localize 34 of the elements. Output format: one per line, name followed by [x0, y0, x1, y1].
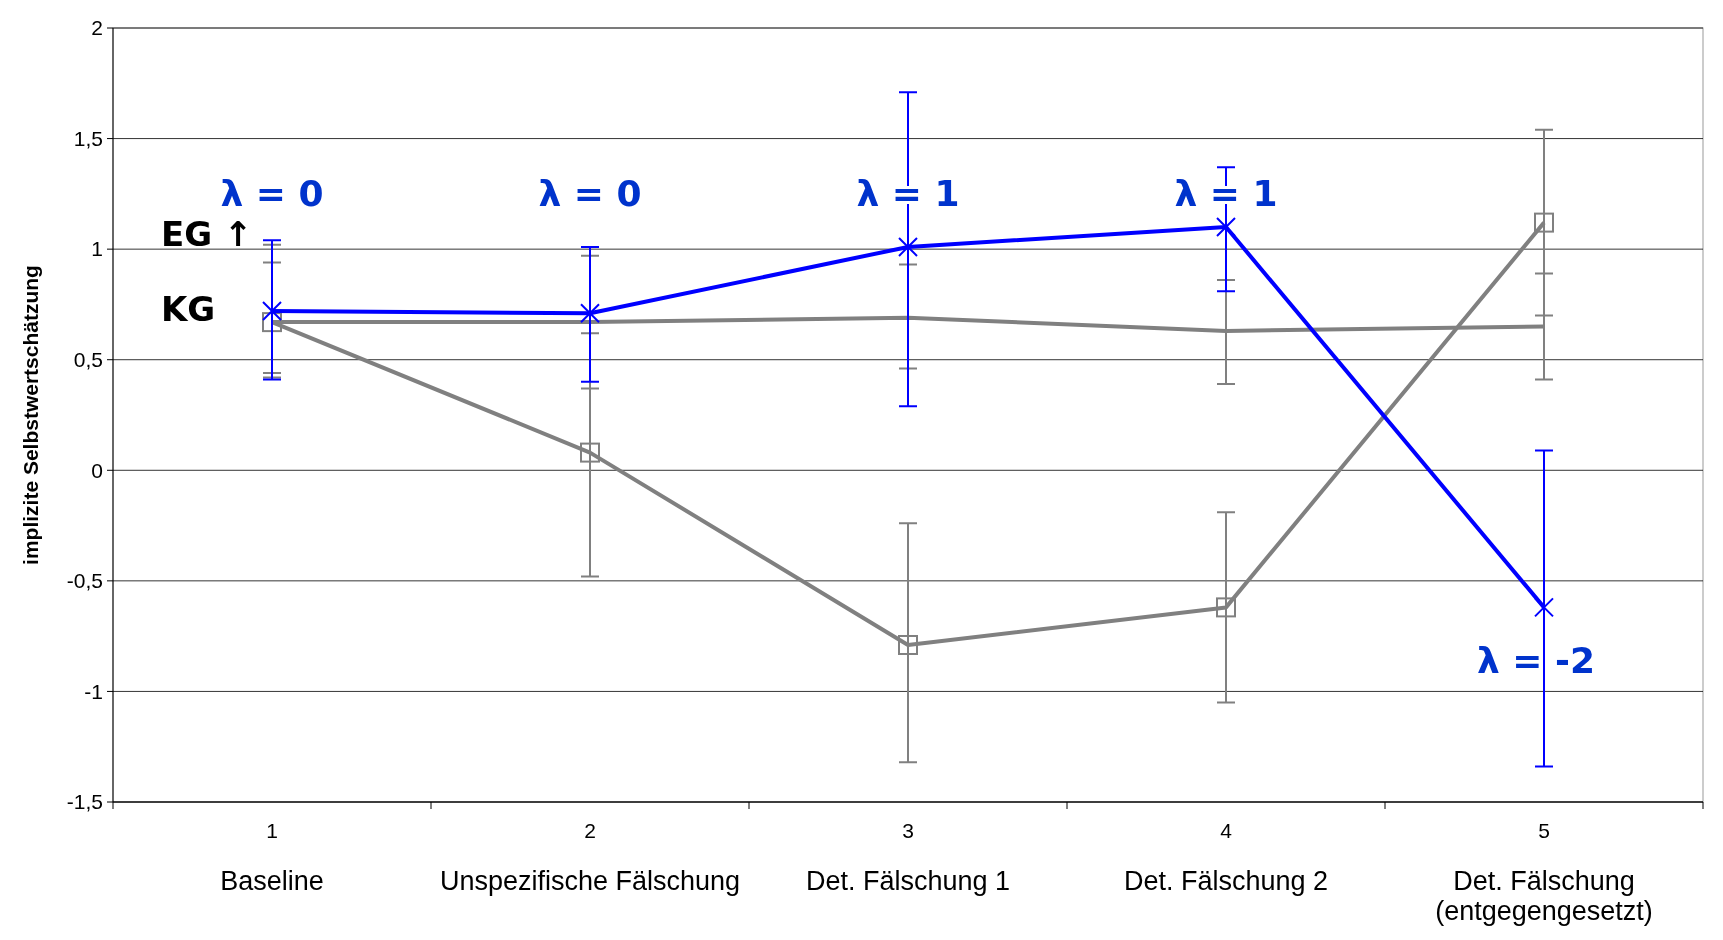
point: [262, 301, 282, 322]
point: [1216, 597, 1236, 618]
y-tick-label: -1: [84, 679, 103, 703]
y-tick-label: 0: [91, 458, 103, 482]
annotation: EG ↑: [161, 213, 253, 254]
annotation: λ = 0: [220, 173, 324, 215]
point: [580, 442, 600, 463]
y-tick-label: 1: [91, 237, 103, 261]
text: Unspezifische Fälschung: [439, 866, 741, 896]
x-tick-label: 4: [1220, 819, 1233, 842]
text: Baseline: [220, 866, 324, 896]
x-tick-label: 2: [584, 819, 596, 842]
x-tick-label: 3: [902, 819, 914, 842]
text: Det. Fälschung 1: [805, 866, 1011, 896]
point: [898, 236, 918, 257]
x-tick-label: 1: [266, 819, 278, 842]
point: [1534, 597, 1554, 618]
y-tick-label: 2: [91, 16, 103, 40]
y-tick-label: -0,5: [66, 569, 103, 593]
y-axis-title: implizite Selbstwertschätzung: [19, 265, 42, 565]
point: [1216, 217, 1236, 238]
y-tick-label: -1,5: [66, 790, 103, 814]
point: [262, 312, 282, 333]
point: [580, 303, 600, 324]
annotation: KG: [161, 288, 216, 329]
x-tick-label: 5: [1538, 819, 1550, 842]
point: [898, 634, 918, 655]
text: Det. Fälschung (entgegengesetzt): [1435, 866, 1653, 926]
y-tick-label: 0,5: [73, 348, 103, 372]
annotation: λ = 0: [538, 173, 642, 215]
text: Det. Fälschung 2: [1123, 866, 1329, 896]
point: [1534, 212, 1554, 233]
y-tick-label: 1,5: [73, 126, 103, 150]
annotation: λ = -2: [1476, 640, 1596, 682]
